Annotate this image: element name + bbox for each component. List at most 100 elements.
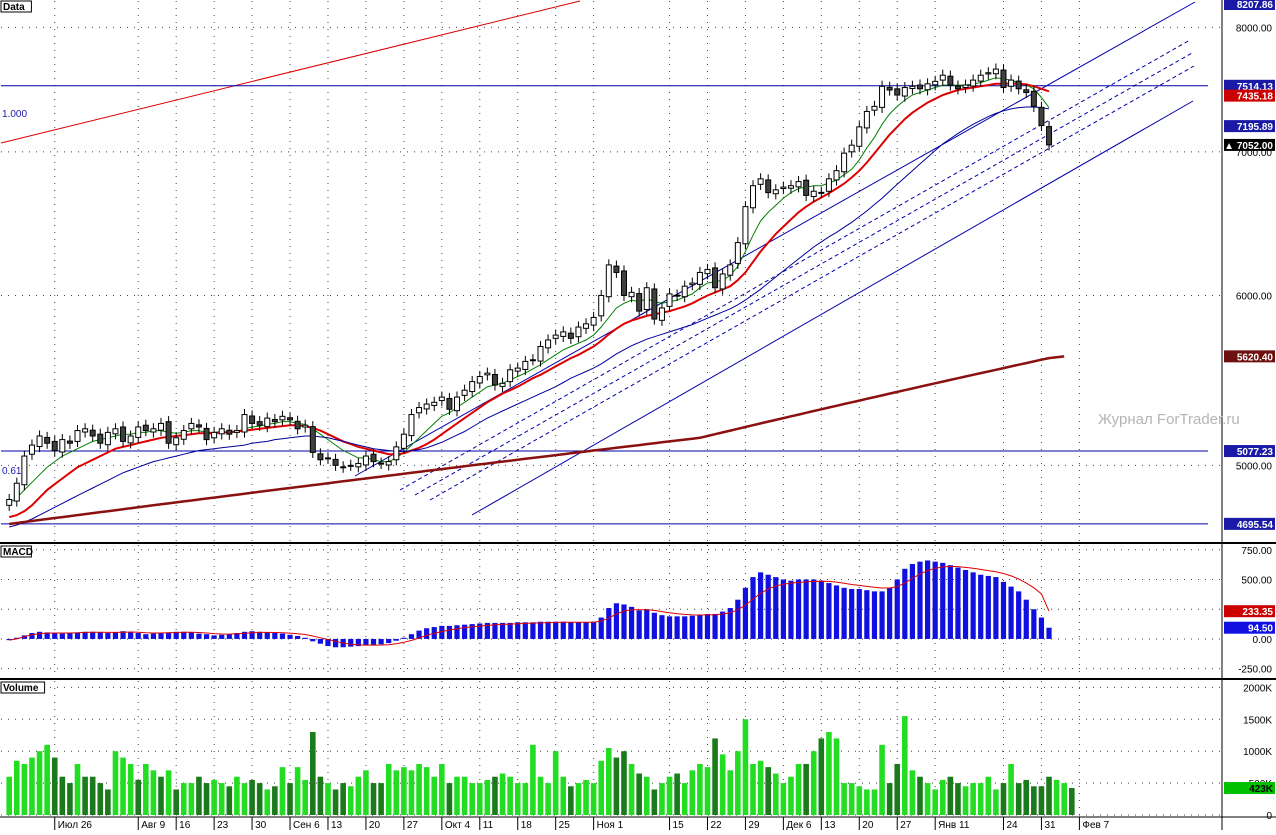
date-tick-label: 24 — [1006, 820, 1018, 830]
volume-bar — [499, 773, 506, 815]
candle-body — [712, 267, 719, 289]
volume-bar — [492, 776, 498, 815]
macd-tick-label: 750.00 — [1241, 546, 1272, 557]
candle-body — [461, 389, 468, 396]
channel-dashed-line — [399, 39, 1191, 491]
volume-bar — [120, 757, 126, 815]
date-tick-label: 31 — [1044, 820, 1056, 830]
macd-bar — [355, 638, 361, 647]
volume-panel-label: Volume — [3, 683, 39, 694]
volume-bar — [287, 783, 293, 815]
candle-body — [590, 316, 597, 326]
volume-bar — [666, 776, 673, 815]
volume-bar — [6, 776, 12, 815]
candle-body — [211, 431, 218, 439]
volume-bar — [454, 776, 460, 815]
macd-bar — [788, 580, 794, 639]
candle-body — [848, 144, 855, 153]
macd-bar — [203, 634, 210, 639]
candle-body — [970, 79, 977, 87]
volume-bar — [44, 744, 50, 815]
volume-bar — [29, 757, 35, 815]
candle-body — [522, 360, 529, 370]
price-marker: 5077.23 — [1237, 447, 1274, 458]
macd-bar — [21, 635, 27, 639]
red-trendline — [0, 0, 581, 144]
volume-bar — [363, 770, 369, 815]
macd-bar — [841, 587, 847, 639]
volume-bar — [256, 783, 263, 815]
volume-bar — [575, 783, 582, 815]
macd-bar — [219, 634, 225, 639]
macd-bar — [469, 624, 475, 639]
volume-bar — [241, 783, 248, 815]
macd-bar — [408, 634, 415, 639]
candle-body — [226, 429, 233, 435]
candle-body — [66, 440, 73, 444]
price-marker-box — [1224, 350, 1275, 363]
volume-bar — [917, 776, 923, 815]
volume-bar — [621, 751, 627, 815]
date-tick-label: 23 — [217, 820, 229, 830]
macd-bar — [727, 608, 733, 639]
volume-bar — [590, 783, 597, 815]
volume-bar — [249, 779, 255, 815]
candle-body — [438, 396, 445, 402]
macd-signal-line — [9, 565, 1050, 646]
macd-marker: 94.50 — [1248, 624, 1273, 635]
macd-bar — [424, 628, 430, 639]
candle-body — [165, 421, 172, 444]
candle-body — [734, 242, 741, 264]
volume-bar — [378, 783, 384, 815]
macd-bar — [773, 577, 779, 639]
volume-bar — [82, 776, 88, 815]
macd-bar — [1016, 591, 1022, 639]
macd-bar — [393, 638, 399, 641]
volume-bar — [810, 751, 817, 815]
macd-bar — [416, 630, 422, 639]
volume-bar — [628, 763, 635, 815]
candle-body — [104, 431, 111, 446]
volume-bar — [165, 770, 172, 815]
volume-bar — [568, 786, 574, 815]
volume-bar — [173, 789, 179, 815]
date-tick-label: 27 — [900, 820, 912, 830]
price-marker: 8207.86 — [1237, 0, 1274, 11]
macd-bar — [704, 613, 711, 639]
date-tick-label: 13 — [824, 820, 836, 830]
volume-bar — [476, 783, 483, 815]
candle-body — [469, 381, 476, 393]
macd-bar — [742, 587, 749, 639]
volume-bar — [461, 776, 468, 815]
macd-bar — [188, 632, 194, 639]
macd-bar — [257, 631, 263, 639]
volume-bar — [218, 783, 225, 815]
macd-bar — [568, 622, 574, 639]
macd-bar — [811, 579, 817, 639]
macd-bar — [750, 577, 756, 639]
volume-bar — [431, 776, 438, 815]
macd-bar — [970, 572, 976, 639]
macd-bar — [143, 634, 149, 639]
volume-bar — [598, 760, 605, 815]
candle-body — [1023, 89, 1030, 94]
macd-bar — [378, 638, 384, 645]
candle-body — [1030, 90, 1037, 107]
candle-body — [917, 84, 923, 90]
macd-bar — [332, 638, 339, 648]
candle-body — [750, 185, 757, 209]
candle-body — [271, 419, 278, 423]
candle-body — [1046, 126, 1053, 146]
moving-average-line — [9, 355, 1065, 526]
macd-bar — [29, 633, 35, 639]
macd-bar — [295, 635, 301, 639]
candle-body — [203, 427, 210, 441]
macd-bar — [272, 633, 278, 639]
date-tick-label: 29 — [748, 820, 760, 830]
candle-body — [127, 435, 134, 444]
candle-body — [643, 287, 650, 311]
candle-body — [142, 424, 149, 432]
volume-bar — [180, 783, 187, 815]
macd-bar — [52, 633, 58, 639]
